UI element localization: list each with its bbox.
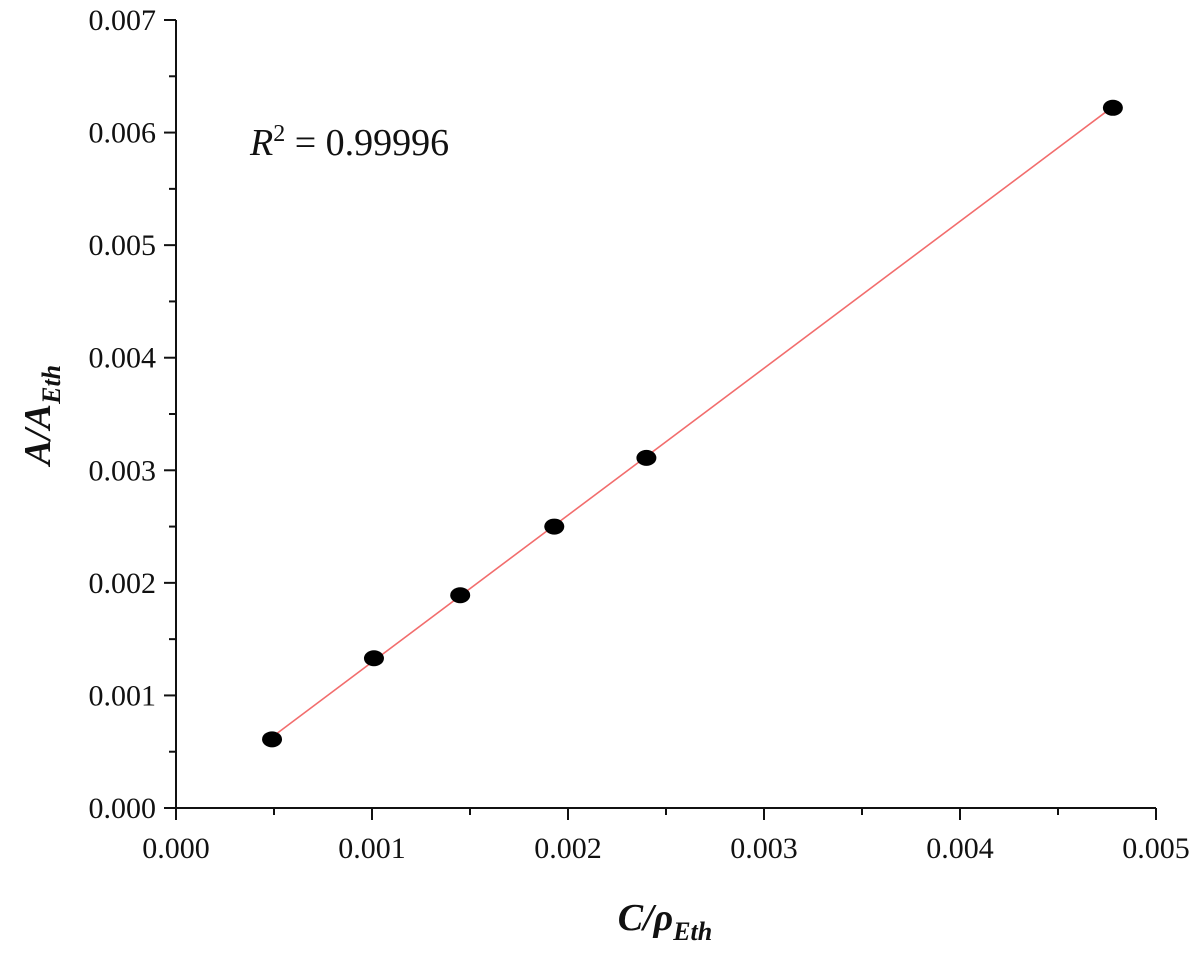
x-tick-label: 0.002	[534, 832, 602, 865]
data-point	[1102, 99, 1123, 116]
x-axis-title: C/ρEth	[618, 897, 713, 946]
y-tick-label: 0.002	[89, 567, 157, 600]
x-axis-title-sub: Eth	[672, 917, 712, 946]
data-point	[544, 518, 565, 535]
x-axis-title-main: C/ρ	[618, 897, 673, 939]
data-point	[450, 587, 471, 604]
y-tick-label: 0.006	[89, 117, 157, 150]
y-axis-title-main: A/A	[17, 404, 59, 467]
y-axis-title-sub: Eth	[37, 365, 66, 405]
annotation-symbol: R	[249, 122, 273, 164]
annotation-text: = 0.99996	[285, 122, 449, 164]
y-tick-label: 0.007	[89, 4, 157, 37]
annotation-superscript: 2	[273, 121, 285, 147]
x-tick-label: 0.003	[730, 832, 798, 865]
data-point	[363, 650, 384, 667]
fit-line	[271, 106, 1114, 738]
y-tick-label: 0.004	[89, 342, 157, 375]
data-point	[262, 731, 283, 748]
annotation: R2 = 0.99996	[249, 121, 449, 164]
y-tick-label: 0.000	[89, 792, 157, 825]
x-tick-label: 0.005	[1122, 832, 1190, 865]
y-tick-label: 0.003	[89, 454, 157, 487]
y-tick-label: 0.005	[89, 229, 157, 262]
data-point	[636, 449, 657, 466]
x-tick-label: 0.000	[142, 832, 210, 865]
x-tick-label: 0.004	[926, 832, 994, 865]
x-tick-label: 0.001	[338, 832, 406, 865]
y-axis-title: A/AEth	[17, 365, 66, 467]
y-tick-label: 0.001	[89, 679, 157, 712]
